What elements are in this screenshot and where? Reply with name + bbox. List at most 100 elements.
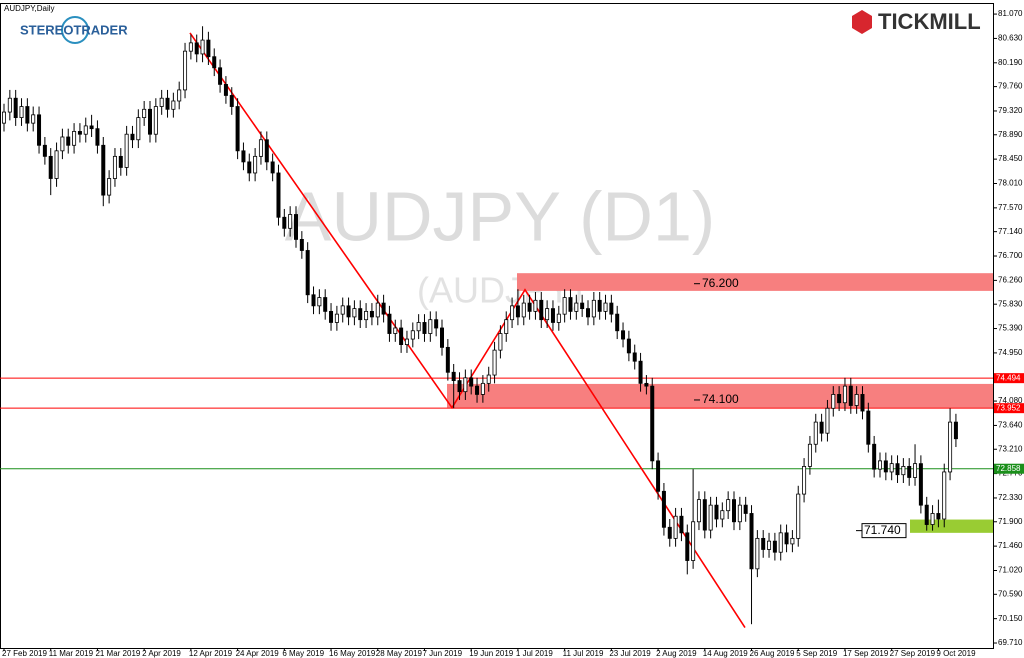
candle-body <box>533 299 538 312</box>
candle-body <box>288 214 293 229</box>
y-tick-label: 74.950 <box>998 348 1023 357</box>
candle-body <box>7 97 12 113</box>
candle-body <box>866 410 871 445</box>
candle-body <box>936 513 941 520</box>
level-tag <box>994 373 1024 384</box>
candle-body <box>19 106 24 119</box>
y-tick-label: 79.320 <box>998 106 1023 115</box>
x-tick-label: 21 Mar 2019 <box>95 649 140 658</box>
candle-body <box>112 155 117 179</box>
candle-body <box>732 499 737 523</box>
candle-body <box>83 125 88 135</box>
watermark: AUDJPY (D1) <box>285 177 715 255</box>
candle-body <box>469 377 474 387</box>
candle-body <box>591 299 596 318</box>
candle-body <box>463 377 468 393</box>
y-tick-label: 79.760 <box>998 82 1023 91</box>
candle-body <box>772 540 777 553</box>
zone <box>517 273 993 291</box>
x-tick-label: 1 Jul 2019 <box>516 649 553 658</box>
candle-body <box>183 50 188 91</box>
candle-body <box>749 513 754 570</box>
candle-body <box>142 108 147 119</box>
candle-body <box>253 155 258 174</box>
candle-body <box>25 106 30 124</box>
candle-body <box>422 322 427 334</box>
candle-body <box>77 131 82 135</box>
candle-body <box>171 100 176 110</box>
candle-body <box>930 513 935 525</box>
candle-body <box>527 302 532 312</box>
candle-body <box>621 330 626 340</box>
candle-body <box>586 308 591 318</box>
candle-body <box>539 299 544 321</box>
candle-body <box>404 338 409 346</box>
candle-body <box>258 139 263 157</box>
candle-body <box>147 108 152 135</box>
candle-body <box>445 346 450 373</box>
zone-label: 74.100 <box>702 392 739 406</box>
candle-body <box>708 504 713 531</box>
y-tick-label: 78.890 <box>998 130 1023 139</box>
candle-body <box>381 302 386 315</box>
x-tick-label: 24 Apr 2019 <box>236 649 280 658</box>
candle-body <box>661 490 666 528</box>
candle-body <box>159 97 164 107</box>
y-tick-label: 70.150 <box>998 614 1023 623</box>
candle-body <box>568 297 573 312</box>
candle-body <box>953 421 958 440</box>
candle-body <box>188 42 193 52</box>
plot-layer: 81.070 80.630 80.190 79.760 79.320 78.890 78.4… <box>0 9 1024 658</box>
logo-icon <box>61 16 89 44</box>
candle-body <box>276 172 281 218</box>
x-tick-label: 27 Sep 2019 <box>890 649 936 658</box>
candle-body <box>878 460 883 470</box>
y-tick-label: 76.260 <box>998 275 1023 284</box>
candle-body <box>515 305 520 318</box>
candle-body <box>130 133 135 141</box>
candle-body <box>95 128 100 146</box>
plot-frame <box>0 3 994 649</box>
y-tick-label: 78.450 <box>998 154 1023 163</box>
candle-body <box>603 302 608 312</box>
x-tick-label: 27 Feb 2019 <box>2 649 47 658</box>
candle-body <box>825 407 830 434</box>
level-tag-label: 73.952 <box>996 403 1021 412</box>
candle-body <box>311 294 316 307</box>
candle-body <box>375 302 380 318</box>
candle-body <box>807 443 812 467</box>
y-tick-label: 71.900 <box>998 517 1023 526</box>
candle-body <box>498 333 503 351</box>
candle-body <box>720 510 725 520</box>
candle-body <box>37 114 42 146</box>
candle-body <box>545 308 550 321</box>
candle-body <box>329 310 334 323</box>
candle-body <box>813 421 818 445</box>
candle-body <box>200 39 205 55</box>
candle-body <box>124 133 129 168</box>
candle-body <box>223 83 228 96</box>
candle-body <box>264 139 269 163</box>
candle-body <box>31 114 36 124</box>
candle-body <box>13 97 18 119</box>
candle-body <box>901 466 906 476</box>
candle-body <box>819 421 824 434</box>
brand-right: TICKMILL <box>878 9 981 34</box>
zone <box>910 519 993 533</box>
brand-left: STEREOTRADER <box>20 22 128 37</box>
candle-body <box>796 493 801 539</box>
candle-body <box>656 460 661 492</box>
y-tick-label: 77.140 <box>998 227 1023 236</box>
candle-body <box>101 144 106 196</box>
candle-body <box>755 537 760 570</box>
x-tick-label: 23 Jul 2019 <box>609 649 651 658</box>
candle-body <box>340 305 345 315</box>
level-tag <box>994 463 1024 474</box>
candle-body <box>562 297 567 315</box>
candle-body <box>889 463 894 473</box>
y-tick-label: 74.080 <box>998 396 1023 405</box>
y-tick-label: 78.010 <box>998 179 1023 188</box>
candle-body <box>504 319 509 334</box>
y-tick-label: 76.700 <box>998 251 1023 260</box>
candle-body <box>428 319 433 334</box>
